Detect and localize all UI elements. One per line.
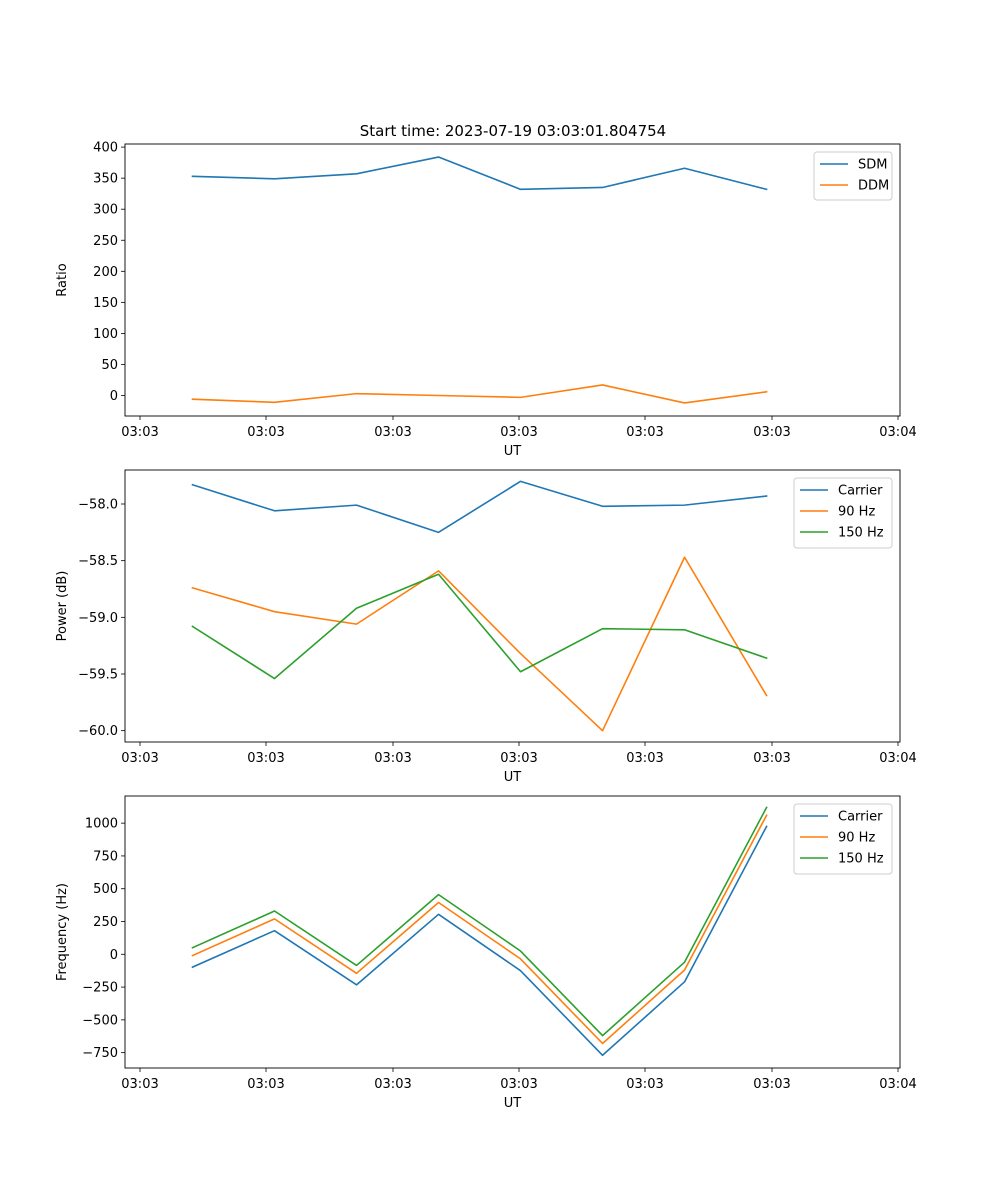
legend-box — [793, 477, 893, 549]
x-tick-label: 03:03 — [753, 1077, 790, 1092]
series-line-sdm — [191, 156, 768, 191]
legend: SDM DDM — [813, 151, 893, 201]
figure-title: Start time: 2023-07-19 03:03:01.804754 — [360, 122, 666, 140]
y-tick-label: −60.0 — [78, 724, 118, 739]
y-tick-label: −750 — [82, 1046, 118, 1061]
x-tick-label: 03:03 — [247, 425, 284, 440]
x-tick-label: 03:04 — [879, 751, 916, 766]
x-tick-label: 03:04 — [879, 425, 916, 440]
subplot-3: −750 −500 −250 0 250 500 750 1000 03:03 03:03 03:0… — [55, 795, 917, 1111]
y-tick-label: 50 — [101, 358, 118, 373]
legend-label: 90 Hz — [838, 831, 875, 846]
legend-label: DDM — [858, 179, 889, 194]
y-axis-label: Power (dB) — [55, 571, 70, 642]
x-tick-label: 03:03 — [374, 425, 411, 440]
axes-frame — [124, 143, 901, 417]
x-tick-label: 03:03 — [626, 425, 663, 440]
x-tick-label: 03:03 — [500, 1077, 537, 1092]
y-tick-label: 100 — [93, 327, 118, 342]
y-tick-label: 300 — [93, 203, 118, 218]
x-axis-label: UT — [504, 770, 522, 785]
y-tick-label: −250 — [82, 981, 118, 996]
subplots: 0 50 100 150 200 250 300 350 400 03:03 03:03 03:03 0… — [55, 141, 917, 1111]
y-tick-label: −58.0 — [78, 498, 118, 513]
x-tick-label: 03:03 — [247, 751, 284, 766]
series-line-carrier — [191, 480, 768, 534]
y-tick-label: 150 — [93, 296, 118, 311]
y-tick-label: 400 — [93, 141, 118, 156]
y-tick-label: 350 — [93, 172, 118, 187]
series-line-carrier — [191, 825, 768, 1057]
x-tick-label: 03:03 — [247, 1077, 284, 1092]
legend-label: 150 Hz — [838, 852, 884, 867]
y-axis-label: Ratio — [55, 263, 70, 296]
subplot-1: 0 50 100 150 200 250 300 350 400 03:03 03:03 03:03 0… — [55, 141, 917, 459]
y-tick-label: 500 — [93, 882, 118, 897]
legend-label: 90 Hz — [838, 505, 875, 520]
x-tick-label: 03:03 — [753, 751, 790, 766]
y-tick-label: 0 — [110, 948, 118, 963]
x-axis-label: UT — [504, 444, 522, 459]
series-line-90-hz — [191, 556, 768, 732]
subplot-2: −60.0 −59.5 −59.0 −58.5 −58.0 03:03 03:03 03:03… — [55, 469, 917, 785]
x-tick-label: 03:03 — [374, 1077, 411, 1092]
axes-frame — [124, 795, 901, 1069]
x-tick-label: 03:03 — [121, 751, 158, 766]
x-axis-label: UT — [504, 1096, 522, 1111]
x-tick-label: 03:03 — [500, 751, 537, 766]
x-tick-label: 03:03 — [374, 751, 411, 766]
y-tick-label: −59.0 — [78, 611, 118, 626]
legend-label: 150 Hz — [838, 526, 884, 541]
legend-label: SDM — [858, 158, 887, 173]
legend: Carrier 90 Hz 150 Hz — [793, 477, 893, 549]
series-line-ddm — [191, 384, 768, 404]
x-tick-label: 03:03 — [626, 751, 663, 766]
y-axis-label: Frequency (Hz) — [55, 883, 70, 981]
series-line-150-hz — [191, 573, 768, 680]
y-tick-label: −500 — [82, 1013, 118, 1028]
y-tick-label: 750 — [93, 849, 118, 864]
series-line-90-hz — [191, 814, 768, 1045]
legend-label: Carrier — [838, 484, 883, 499]
x-tick-label: 03:03 — [626, 1077, 663, 1092]
x-tick-label: 03:03 — [121, 1077, 158, 1092]
y-tick-label: 0 — [110, 389, 118, 404]
y-tick-label: 250 — [93, 915, 118, 930]
legend: Carrier 90 Hz 150 Hz — [793, 803, 893, 875]
x-tick-label: 03:03 — [753, 425, 790, 440]
axes-frame — [124, 469, 901, 743]
y-tick-label: 250 — [93, 234, 118, 249]
y-tick-label: 200 — [93, 265, 118, 280]
x-tick-label: 03:03 — [500, 425, 537, 440]
series-line-150-hz — [191, 806, 768, 1037]
x-tick-label: 03:03 — [121, 425, 158, 440]
legend-box — [793, 803, 893, 875]
y-tick-label: 1000 — [85, 817, 118, 832]
y-tick-label: −58.5 — [78, 554, 118, 569]
legend-label: Carrier — [838, 810, 883, 825]
y-tick-label: −59.5 — [78, 668, 118, 683]
x-tick-label: 03:04 — [879, 1077, 916, 1092]
